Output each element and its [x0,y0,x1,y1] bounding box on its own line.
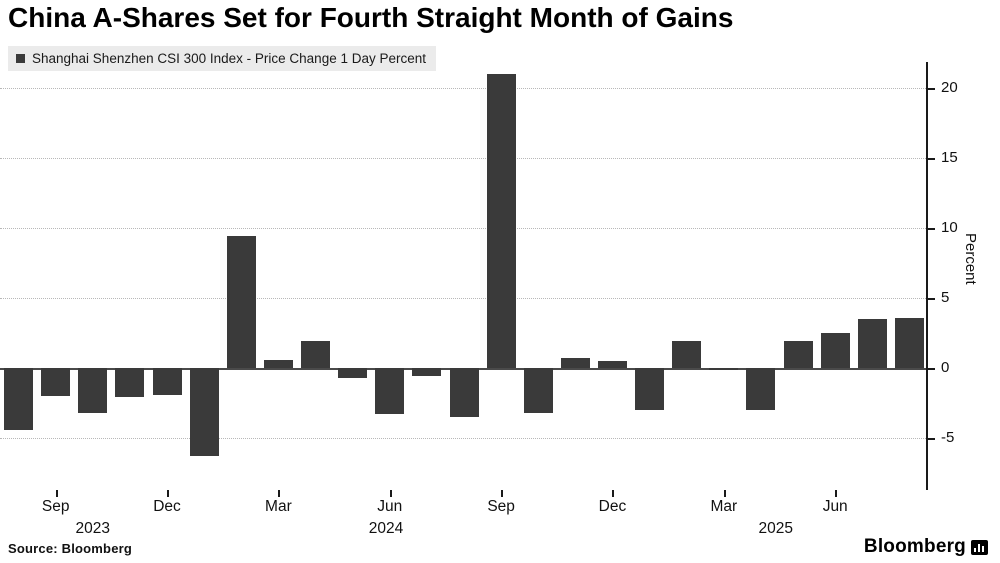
bar-may-2024 [338,368,368,378]
y-axis-line [926,62,928,490]
bloomberg-wordmark: Bloomberg [863,536,966,557]
y-axis-tick [928,228,935,230]
bar-nov-2024 [560,358,590,368]
bar-apr-2024 [301,341,331,368]
bar-apr-2025 [746,368,776,410]
x-axis-tick [723,490,726,497]
gridline [0,88,928,89]
y-axis-tick [928,298,935,300]
gridline [0,228,928,229]
x-axis-tick [501,490,504,497]
x-axis-tick-label: Sep [487,498,515,515]
x-axis-tick-label: Mar [710,498,738,515]
bar-jun-2024 [375,368,405,415]
y-axis-tick [928,88,935,90]
bar-nov-2023 [115,368,145,398]
gridline [0,438,928,439]
y-axis-tick-label: 20 [941,79,958,97]
bar-may-2025 [783,341,813,368]
gridline [0,158,928,159]
y-axis-tick-label: 0 [941,359,950,377]
x-axis-tick-label: Mar [265,498,292,515]
bar-aug-2024 [449,368,479,417]
bar-sep-2024 [486,74,516,368]
bar-jul-2025 [857,319,887,368]
x-axis-tick [55,490,58,497]
x-axis-year-label: 2024 [368,520,404,537]
x-axis-year-label: 2023 [75,520,111,537]
x-axis-tick [278,490,281,497]
y-axis-tick [928,438,935,440]
y-axis-tick-label: 10 [941,219,958,237]
bar-mar-2025 [709,368,739,370]
y-axis-tick [928,158,935,160]
bar-dec-2024 [597,361,627,368]
y-axis-tick-label: 5 [941,289,950,307]
source-note: Source: Bloomberg [8,541,133,556]
gridline [0,298,928,299]
bar-jan-2024 [189,368,219,457]
legend-label: Shanghai Shenzhen CSI 300 Index - Price … [32,51,426,66]
bar-oct-2024 [523,368,553,413]
bar-jun-2025 [820,333,850,368]
bar-jan-2025 [635,368,665,410]
bar-dec-2023 [152,368,182,395]
x-axis-tick-label: Dec [598,498,627,515]
y-axis-title: Percent [962,233,979,285]
bloomberg-terminal-icon [971,539,988,555]
chart-title: China A-Shares Set for Fourth Straight M… [8,2,734,33]
bar-feb-2024 [226,236,256,368]
x-axis-tick [389,490,392,497]
bar-chart-plot: -5 0 5 10 15 20 Sep Dec Mar Jun Sep Dec Mar Jun 2023 20… [0,62,958,537]
y-axis-tick-label: 15 [941,149,958,167]
chart-legend: Shanghai Shenzhen CSI 300 Index - Price … [8,46,436,71]
y-axis-tick-label: -5 [941,429,955,447]
x-axis-tick [612,490,615,497]
bloomberg-logo: Bloomberg [864,536,988,558]
bar-aug-2025 [894,317,924,368]
bar-jul-2024 [412,368,442,377]
bar-oct-2023 [78,368,108,413]
x-axis-tick-label: Jun [377,498,403,515]
x-axis-tick [167,490,170,497]
x-axis-tick-label: Jun [822,498,848,515]
bar-aug-2023 [4,368,34,430]
bar-feb-2025 [672,341,702,368]
bar-sep-2023 [41,368,71,396]
legend-swatch-icon [16,54,25,63]
x-axis-tick [835,490,838,497]
x-axis-year-label: 2025 [758,520,794,537]
x-axis-tick-label: Sep [41,498,70,515]
bar-mar-2024 [263,359,293,368]
x-axis-tick-label: Dec [153,498,181,515]
y-axis-tick [928,368,935,370]
